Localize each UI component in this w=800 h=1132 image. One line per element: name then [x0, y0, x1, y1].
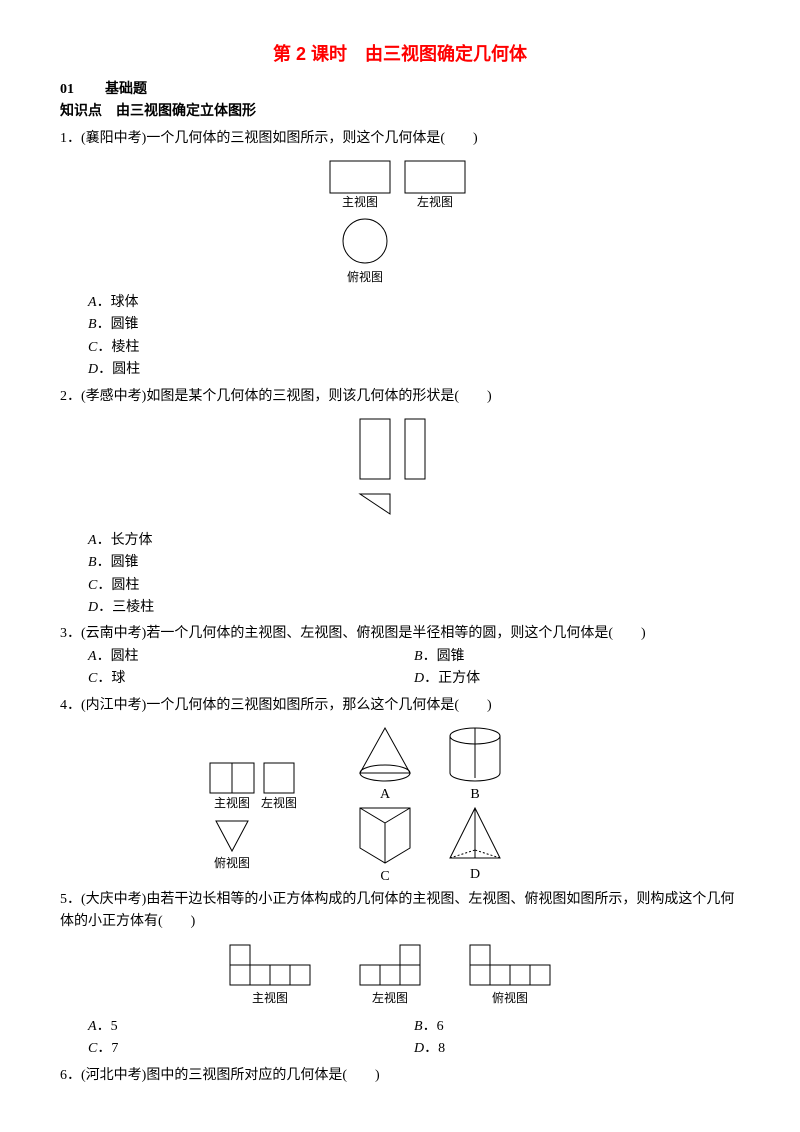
q3-opt-c: C．球	[88, 668, 414, 690]
q2-opt-d: D．三棱柱	[88, 597, 740, 619]
svg-text:D: D	[470, 867, 480, 882]
question-3: 3．(云南中考)若一个几何体的主视图、左视图、俯视图是半径相等的圆，则这个几何体…	[60, 623, 740, 645]
q3-text: (云南中考)若一个几何体的主视图、左视图、俯视图是半径相等的圆，则这个几何体是(…	[81, 626, 646, 641]
svg-text:左视图: 左视图	[372, 990, 408, 1005]
q5-opt-a: A．5	[88, 1016, 414, 1038]
q5-num: 5．	[60, 892, 81, 907]
q5-options-2: C．7 D．8	[60, 1038, 740, 1060]
q2-num: 2．	[60, 389, 81, 404]
q3-options: A．圆柱 B．圆锥	[60, 646, 740, 668]
q2-opt-c: C．圆柱	[88, 575, 740, 597]
svg-text:主视图: 主视图	[252, 990, 288, 1005]
svg-text:主视图: 主视图	[342, 194, 378, 209]
svg-text:左视图: 左视图	[417, 194, 453, 209]
q5-options: A．5 B．6	[60, 1016, 740, 1038]
q2-figure	[60, 414, 740, 524]
svg-text:俯视图: 俯视图	[492, 990, 528, 1005]
q2-options: A．长方体 B．圆锥 C．圆柱 D．三棱柱	[60, 530, 740, 620]
q3-opt-b: B．圆锥	[414, 646, 740, 668]
question-5: 5．(大庆中考)由若干边长相等的小正方体构成的几何体的主视图、左视图、俯视图如图…	[60, 889, 740, 934]
q2-opt-a: A．长方体	[88, 530, 740, 552]
q1-opt-c: C．棱柱	[88, 337, 740, 359]
q1-opt-d: D．圆柱	[88, 359, 740, 381]
q4-text: (内江中考)一个几何体的三视图如图所示，那么这个几何体是( )	[81, 698, 492, 713]
q3-num: 3．	[60, 626, 81, 641]
q2-text: (孝感中考)如图是某个几何体的三视图，则该几何体的形状是( )	[81, 389, 492, 404]
q1-text: (襄阳中考)一个几何体的三视图如图所示，则这个几何体是( )	[81, 131, 478, 146]
section-num: 01	[60, 82, 74, 97]
q6-num: 6．	[60, 1068, 81, 1083]
q5-opt-d: D．8	[414, 1038, 740, 1060]
section-label: 基础题	[105, 82, 147, 97]
svg-text:B: B	[470, 787, 479, 802]
svg-text:A: A	[380, 787, 391, 802]
q4-figure: 主视图 左视图 俯视图 A B C	[60, 723, 740, 883]
section-header: 01 基础题	[60, 79, 740, 101]
q5-opt-c: C．7	[88, 1038, 414, 1060]
svg-text:左视图: 左视图	[261, 795, 297, 810]
q3-opt-a: A．圆柱	[88, 646, 414, 668]
q3-options-2: C．球 D．正方体	[60, 668, 740, 690]
svg-text:俯视图: 俯视图	[347, 269, 383, 284]
svg-text:C: C	[380, 869, 389, 883]
knowledge-point: 知识点 由三视图确定立体图形	[60, 101, 740, 123]
q1-figure: 主视图 左视图 俯视图	[60, 156, 740, 286]
question-6: 6．(河北中考)图中的三视图所对应的几何体是( )	[60, 1065, 740, 1087]
q1-num: 1．	[60, 131, 81, 146]
q5-figure: 主视图 左视图 俯视图	[60, 940, 740, 1010]
q5-text: (大庆中考)由若干边长相等的小正方体构成的几何体的主视图、左视图、俯视图如图所示…	[60, 892, 734, 929]
question-1: 1．(襄阳中考)一个几何体的三视图如图所示，则这个几何体是( )	[60, 128, 740, 150]
q1-options: A．球体 B．圆锥 C．棱柱 D．圆柱	[60, 292, 740, 382]
q3-opt-d: D．正方体	[414, 668, 740, 690]
q4-num: 4．	[60, 698, 81, 713]
page-title: 第 2 课时 由三视图确定几何体	[60, 40, 740, 69]
q1-opt-b: B．圆锥	[88, 314, 740, 336]
svg-text:俯视图: 俯视图	[214, 855, 250, 870]
question-4: 4．(内江中考)一个几何体的三视图如图所示，那么这个几何体是( )	[60, 695, 740, 717]
q5-opt-b: B．6	[414, 1016, 740, 1038]
q1-opt-a: A．球体	[88, 292, 740, 314]
q2-opt-b: B．圆锥	[88, 552, 740, 574]
question-2: 2．(孝感中考)如图是某个几何体的三视图，则该几何体的形状是( )	[60, 386, 740, 408]
q6-text: (河北中考)图中的三视图所对应的几何体是( )	[81, 1068, 380, 1083]
svg-text:主视图: 主视图	[214, 795, 250, 810]
